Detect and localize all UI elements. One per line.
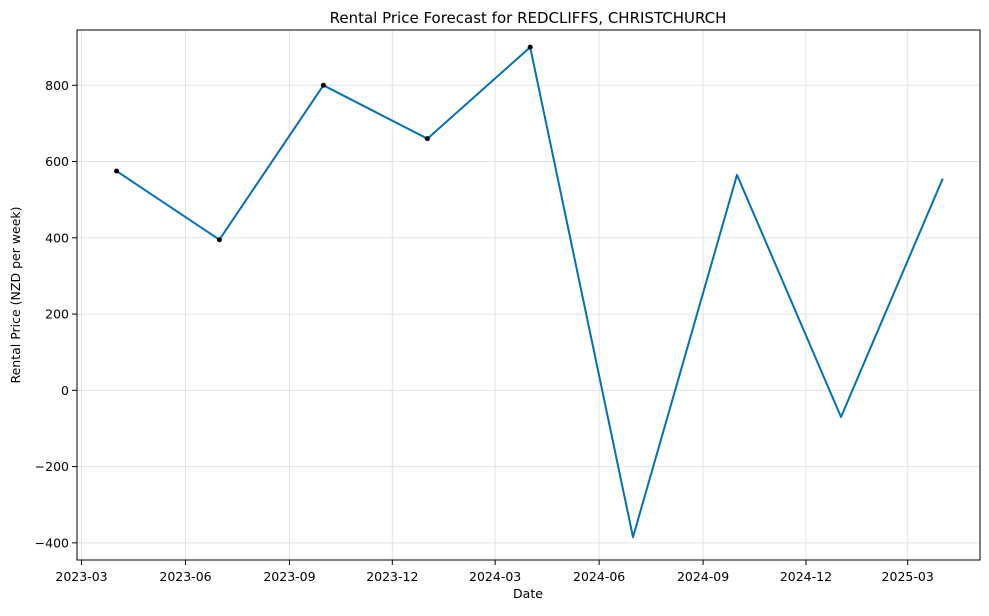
x-tick-label: 2024-12: [780, 569, 832, 584]
y-tick-label: 800: [45, 78, 69, 93]
x-tick-label: 2023-12: [366, 569, 418, 584]
series-layer: [114, 44, 944, 539]
x-tick-label: 2024-09: [677, 569, 729, 584]
x-tick-label: 2023-03: [55, 569, 107, 584]
grid-lines: [77, 30, 980, 560]
axis-ticks: 2023-03 2023-06 2023-09 2023-12 2024-03 2024-…: [35, 78, 934, 584]
y-tick-label: 400: [45, 230, 69, 245]
y-tick-label: 600: [45, 154, 69, 169]
x-tick-label: 2023-06: [159, 569, 211, 584]
x-tick-label: 2025-03: [882, 569, 934, 584]
chart-title: Rental Price Forecast for REDCLIFFS, CHR…: [330, 9, 727, 27]
observed-point: [216, 237, 222, 243]
y-axis-label: Rental Price (NZD per week): [8, 206, 23, 383]
x-tick-label: 2024-06: [573, 569, 625, 584]
forecast-line: [116, 46, 944, 539]
x-tick-label: 2023-09: [263, 569, 315, 584]
y-tick-label: −200: [35, 459, 69, 474]
observed-point: [424, 136, 430, 142]
x-tick-label: 2024-03: [469, 569, 521, 584]
y-tick-label: −400: [35, 535, 69, 550]
x-axis-label: Date: [513, 586, 543, 601]
observed-point: [114, 168, 120, 174]
plot-frame: [76, 29, 981, 561]
y-tick-label: 0: [61, 383, 69, 398]
observed-point: [527, 44, 533, 50]
y-tick-label: 200: [45, 307, 69, 322]
observed-point: [320, 82, 326, 88]
